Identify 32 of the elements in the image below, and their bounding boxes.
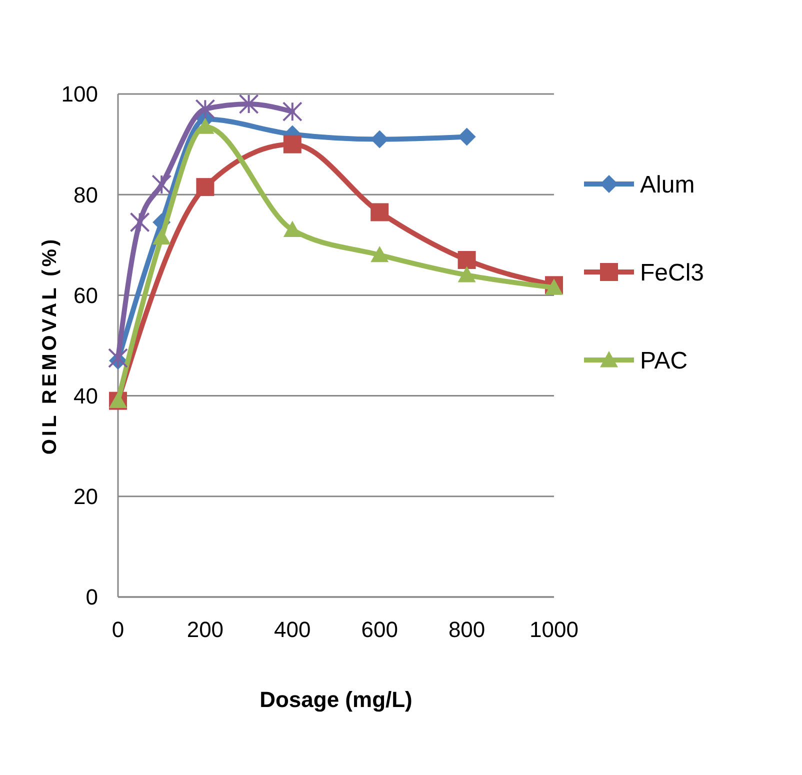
- x-tick-label: 0: [112, 617, 124, 642]
- x-tick-label: 200: [186, 617, 224, 642]
- point: [152, 174, 172, 195]
- legend-label: Alum: [640, 171, 695, 198]
- point: [108, 348, 128, 368]
- y-tick-label: 60: [74, 282, 98, 308]
- x-tick-label: 400: [274, 617, 311, 642]
- point: [195, 99, 216, 120]
- point: [370, 246, 389, 262]
- x-axis-title: Dosage (mg/L): [260, 687, 412, 712]
- y-axis-title: OIL REMOVAL (%): [39, 236, 61, 455]
- x-tick-label: 1000: [530, 617, 578, 642]
- point: [283, 135, 302, 154]
- x-tick-label: 600: [361, 617, 398, 642]
- point: [458, 266, 476, 282]
- point: [282, 102, 302, 122]
- y-tick-label: 0: [86, 584, 98, 610]
- point: [238, 94, 259, 114]
- point: [196, 178, 214, 196]
- point: [283, 220, 302, 238]
- legend-label: PAC: [640, 347, 688, 374]
- legend-label: FeCl3: [640, 259, 704, 286]
- y-tick-label: 20: [74, 484, 98, 510]
- y-tick-label: 100: [61, 82, 98, 107]
- point: [458, 250, 476, 269]
- point: [458, 128, 476, 146]
- point: [370, 203, 389, 222]
- point: [152, 228, 171, 245]
- y-tick-label: 40: [74, 384, 98, 408]
- x-tick-label: 800: [448, 617, 486, 642]
- point: [130, 212, 150, 232]
- y-tick-label: 80: [74, 182, 98, 208]
